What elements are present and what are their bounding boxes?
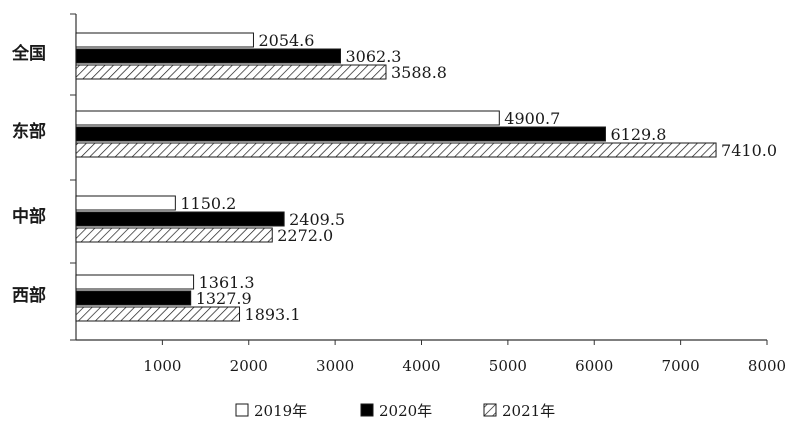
value-label: 1150.2	[180, 194, 236, 213]
x-tick-label: 6000	[575, 357, 613, 375]
value-label: 6129.8	[610, 125, 666, 144]
bar-2020年	[75, 48, 342, 64]
bar-2021年	[75, 142, 717, 158]
legend-label: 2020年	[379, 402, 432, 420]
bar-2020年	[75, 126, 606, 142]
plot-area: 1000 2000 3000 4000 5000 6000 7000 8000 2054.6 30…	[11, 13, 786, 375]
category-label: 西部	[12, 285, 46, 306]
x-tick-label: 5000	[489, 357, 527, 375]
value-label: 3588.8	[391, 63, 447, 82]
value-label: 1327.9	[196, 289, 252, 308]
category-label: 中部	[12, 206, 46, 227]
legend-label: 2021年	[502, 402, 555, 420]
value-label: 4900.7	[504, 109, 560, 128]
bar-2020年	[75, 211, 285, 227]
value-label: 2054.6	[258, 31, 314, 50]
x-tick-label: 1000	[143, 357, 181, 375]
value-label: 1893.1	[245, 305, 301, 324]
x-tick-label: 8000	[748, 357, 786, 375]
bar-2019年	[75, 110, 500, 126]
value-label: 3062.3	[346, 47, 402, 66]
bar-2020年	[75, 290, 192, 306]
bar-2021年	[75, 64, 387, 80]
x-tick-label: 3000	[316, 357, 354, 375]
legend-swatch	[235, 403, 249, 417]
bar-2021年	[75, 306, 241, 322]
x-tick-label: 2000	[230, 357, 268, 375]
value-label: 1361.3	[199, 273, 255, 292]
value-label: 2409.5	[289, 210, 345, 229]
value-label: 2272.0	[277, 226, 333, 245]
category-label: 全国	[11, 43, 46, 64]
legend-swatch	[360, 403, 374, 417]
bar-2019年	[75, 195, 176, 211]
legend-label: 2019年	[254, 402, 307, 420]
x-tick-label: 4000	[402, 357, 440, 375]
bar-2019年	[75, 274, 195, 290]
x-tick-label: 7000	[662, 357, 700, 375]
category-label: 东部	[12, 121, 46, 142]
legend-swatch	[483, 403, 497, 417]
value-label: 7410.0	[721, 141, 777, 160]
bar-2019年	[75, 32, 254, 48]
bar-2021年	[75, 227, 273, 243]
legend: 2019年 2020年 2021年	[235, 402, 555, 420]
